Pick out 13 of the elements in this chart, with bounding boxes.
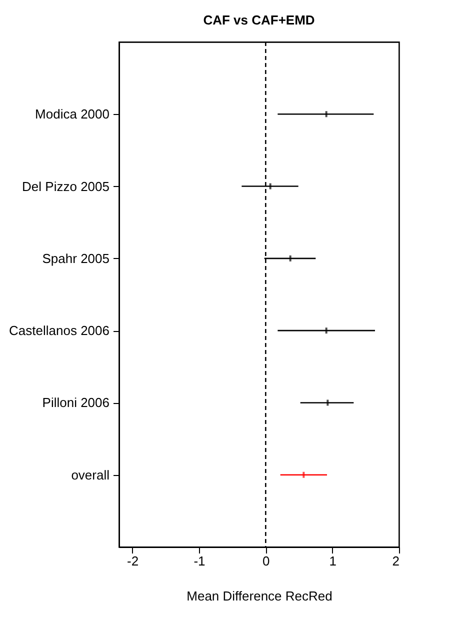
y-tick-label: overall — [71, 467, 110, 482]
chart-title: CAF vs CAF+EMD — [203, 12, 315, 28]
x-tick-label: -1 — [194, 554, 206, 568]
y-tick-label: Spahr 2005 — [42, 250, 110, 266]
x-tick-label: 0 — [262, 554, 270, 568]
x-axis-title: Mean Difference RecRed — [186, 588, 332, 604]
y-tick-label: Del Pizzo 2005 — [22, 178, 110, 194]
x-tick-label: -2 — [127, 554, 139, 568]
y-tick-label: Modica 2000 — [35, 106, 110, 122]
x-tick-label: 2 — [392, 554, 400, 568]
x-tick-label: 1 — [329, 554, 336, 568]
y-tick-label: Pilloni 2006 — [42, 395, 110, 410]
y-tick-label: Castellanos 2006 — [9, 323, 110, 338]
